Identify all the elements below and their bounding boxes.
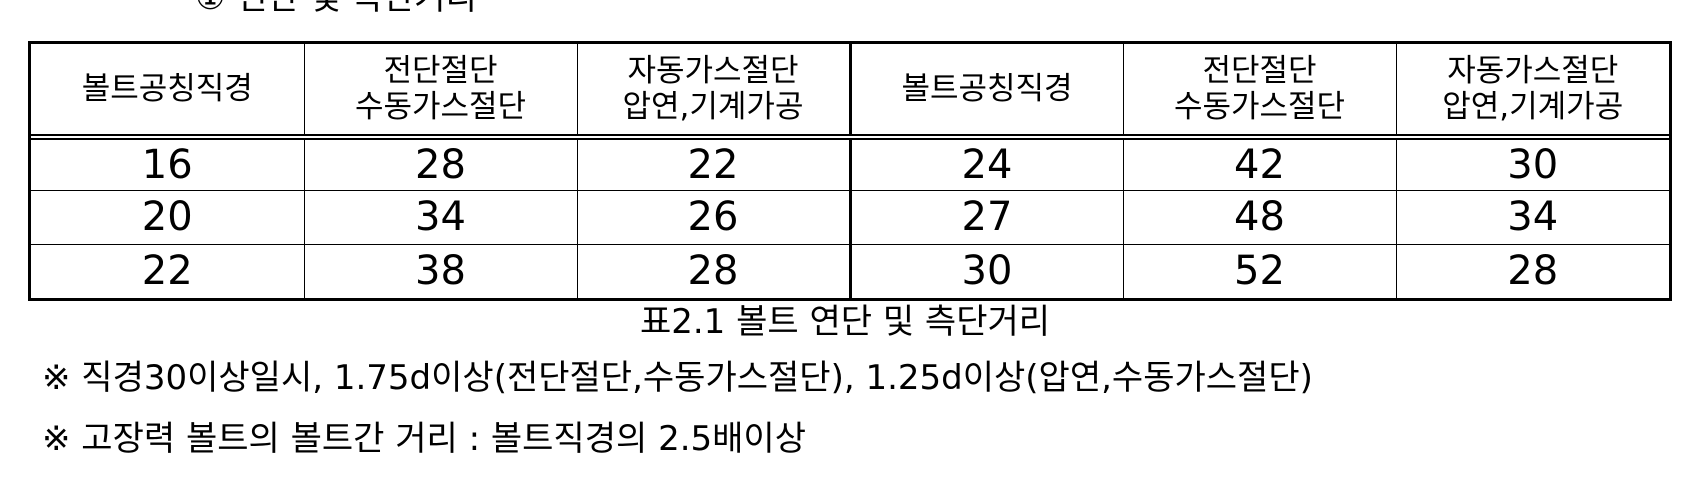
bolt-distance-table-frame: 볼트공칭직경 전단절단 수동가스절단 자동가스절단 압연,기계가공 볼트공칭직경… bbox=[28, 41, 1672, 301]
table-cell: 28 bbox=[303, 137, 578, 192]
section-heading: ① 연단 및 측단거리 bbox=[195, 0, 477, 18]
header-nominal-diameter: 볼트공칭직경 bbox=[848, 44, 1124, 140]
header-line: 자동가스절단 bbox=[627, 53, 799, 89]
table-row: 20 34 26 27 48 34 bbox=[31, 190, 1669, 245]
table-cell: 34 bbox=[1395, 190, 1669, 245]
header-nominal-diameter: 볼트공칭직경 bbox=[31, 44, 305, 140]
table-cell: 26 bbox=[576, 190, 851, 245]
header-line: 전단절단 bbox=[1202, 53, 1317, 89]
table-cell: 48 bbox=[1122, 190, 1397, 245]
header-auto-gas-rolled: 자동가스절단 압연,기계가공 bbox=[576, 44, 851, 140]
header-line: 압연,기계가공 bbox=[622, 89, 804, 125]
note-diameter-over-30: ※ 직경30이상일시, 1.75d이상(전단절단,수동가스절단), 1.25d이… bbox=[42, 358, 1313, 398]
table-cell: 28 bbox=[1395, 243, 1669, 298]
table-row: 22 38 28 30 52 28 bbox=[31, 243, 1669, 298]
table-cell: 22 bbox=[576, 137, 851, 192]
header-line: 수동가스절단 bbox=[1173, 89, 1346, 125]
header-shear-manual-gas: 전단절단 수동가스절단 bbox=[1122, 44, 1397, 140]
table-header-row: 볼트공칭직경 전단절단 수동가스절단 자동가스절단 압연,기계가공 볼트공칭직경… bbox=[31, 44, 1669, 140]
table-cell: 38 bbox=[303, 243, 578, 298]
table-caption: 표2.1 볼트 연단 및 측단거리 bbox=[639, 302, 1051, 342]
header-shear-manual-gas: 전단절단 수동가스절단 bbox=[303, 44, 578, 140]
table-cell: 52 bbox=[1122, 243, 1397, 298]
header-line: 볼트공칭직경 bbox=[81, 71, 253, 107]
table-cell: 20 bbox=[31, 190, 305, 245]
table-cell: 34 bbox=[303, 190, 578, 245]
header-line: 전단절단 bbox=[383, 53, 498, 89]
note-high-strength-bolt-spacing: ※ 고장력 볼트의 볼트간 거리 : 볼트직경의 2.5배이상 bbox=[42, 419, 806, 459]
bolt-distance-table: 볼트공칭직경 전단절단 수동가스절단 자동가스절단 압연,기계가공 볼트공칭직경… bbox=[31, 44, 1669, 298]
table-cell: 24 bbox=[848, 137, 1124, 192]
table-cell: 16 bbox=[31, 137, 305, 192]
header-auto-gas-rolled: 자동가스절단 압연,기계가공 bbox=[1395, 44, 1669, 140]
header-line: 수동가스절단 bbox=[354, 89, 527, 125]
table-cell: 30 bbox=[848, 243, 1124, 298]
table-cell: 22 bbox=[31, 243, 305, 298]
table-cell: 28 bbox=[576, 243, 851, 298]
header-line: 볼트공칭직경 bbox=[901, 71, 1073, 107]
table-cell: 30 bbox=[1395, 137, 1669, 192]
table-cell: 42 bbox=[1122, 137, 1397, 192]
header-line: 자동가스절단 bbox=[1447, 53, 1619, 89]
table-cell: 27 bbox=[848, 190, 1124, 245]
header-line: 압연,기계가공 bbox=[1442, 89, 1624, 125]
table-row: 16 28 22 24 42 30 bbox=[31, 137, 1669, 192]
